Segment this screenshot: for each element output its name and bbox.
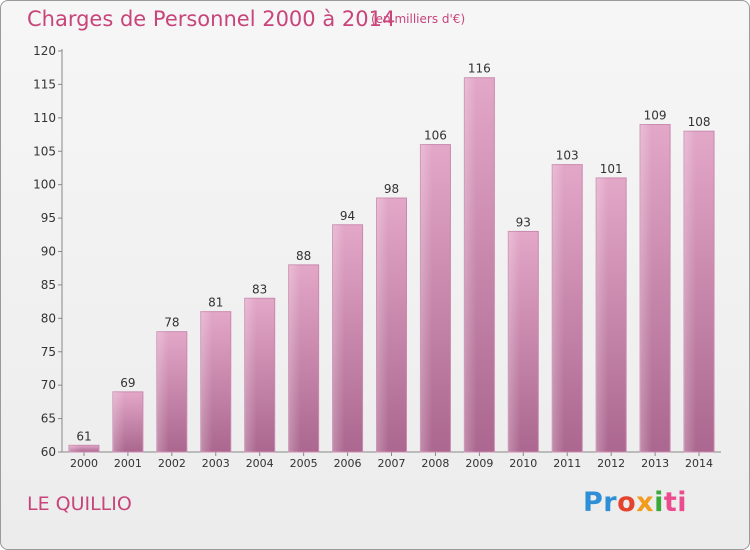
y-tick-label: 75 bbox=[41, 345, 56, 359]
x-tick-label: 2001 bbox=[114, 457, 142, 470]
y-tick-label: 70 bbox=[41, 378, 56, 392]
bar-highlight bbox=[640, 124, 671, 453]
x-tick-label: 2009 bbox=[465, 457, 493, 470]
x-tick-label: 2013 bbox=[641, 457, 669, 470]
chart-subtitle: (en milliers d'€) bbox=[371, 12, 466, 26]
x-tick-label: 2003 bbox=[202, 457, 230, 470]
commune-name: LE QUILLIO bbox=[27, 493, 132, 515]
bar-highlight bbox=[200, 311, 231, 452]
bar-highlight bbox=[288, 264, 319, 452]
y-tick-label: 120 bbox=[33, 44, 56, 58]
data-label: 106 bbox=[424, 129, 447, 143]
proxiti-logo: Proxiti bbox=[583, 487, 687, 518]
x-tick-label: 2007 bbox=[378, 457, 406, 470]
data-label: 83 bbox=[252, 282, 267, 296]
y-tick-label: 110 bbox=[33, 111, 56, 125]
x-tick-label: 2002 bbox=[158, 457, 186, 470]
x-tick-label: 2008 bbox=[421, 457, 449, 470]
bar-highlight bbox=[508, 231, 539, 452]
data-label: 109 bbox=[644, 109, 667, 123]
y-tick-label: 100 bbox=[33, 178, 56, 192]
y-tick-label: 105 bbox=[33, 144, 56, 158]
data-label: 94 bbox=[340, 209, 355, 223]
x-tick-label: 2014 bbox=[685, 457, 713, 470]
data-label: 88 bbox=[296, 249, 311, 263]
data-label: 101 bbox=[600, 162, 623, 176]
data-label: 78 bbox=[164, 316, 179, 330]
logo-part: o bbox=[617, 487, 637, 518]
data-label: 81 bbox=[208, 296, 223, 310]
x-tick-label: 2006 bbox=[334, 457, 362, 470]
data-label: 108 bbox=[688, 115, 711, 129]
y-tick-label: 90 bbox=[41, 245, 56, 259]
x-tick-label: 2011 bbox=[553, 457, 581, 470]
logo-part: x bbox=[636, 487, 655, 518]
logo-part: i bbox=[654, 487, 664, 518]
bar-highlight bbox=[156, 331, 187, 452]
data-label: 103 bbox=[556, 149, 579, 163]
bar-highlight bbox=[332, 224, 363, 452]
y-tick-label: 95 bbox=[41, 211, 56, 225]
y-tick-label: 115 bbox=[33, 77, 56, 91]
bar-highlight bbox=[420, 144, 451, 453]
bar-highlight bbox=[552, 164, 583, 452]
logo-part: ti bbox=[663, 487, 688, 518]
chart-title: Charges de Personnel 2000 à 2014 bbox=[27, 7, 396, 31]
bar-highlight bbox=[68, 445, 99, 452]
y-tick-label: 80 bbox=[41, 311, 56, 325]
data-label: 69 bbox=[120, 376, 135, 390]
x-tick-label: 2010 bbox=[509, 457, 537, 470]
bar-highlight bbox=[464, 77, 495, 452]
bar-highlight bbox=[376, 198, 407, 452]
x-tick-label: 2005 bbox=[290, 457, 318, 470]
bar-highlight bbox=[596, 177, 627, 452]
x-tick-label: 2000 bbox=[70, 457, 98, 470]
y-tick-label: 85 bbox=[41, 278, 56, 292]
data-label: 93 bbox=[516, 215, 531, 229]
bar-highlight bbox=[244, 298, 275, 452]
logo-part: Pr bbox=[583, 487, 618, 518]
data-label: 98 bbox=[384, 182, 399, 196]
y-tick-label: 65 bbox=[41, 412, 56, 426]
x-tick-label: 2012 bbox=[597, 457, 625, 470]
bar-highlight bbox=[112, 391, 143, 452]
y-tick-label: 60 bbox=[41, 445, 56, 459]
bar-highlight bbox=[684, 131, 715, 452]
data-label: 116 bbox=[468, 62, 491, 76]
x-tick-label: 2004 bbox=[246, 457, 274, 470]
data-label: 61 bbox=[76, 429, 91, 443]
